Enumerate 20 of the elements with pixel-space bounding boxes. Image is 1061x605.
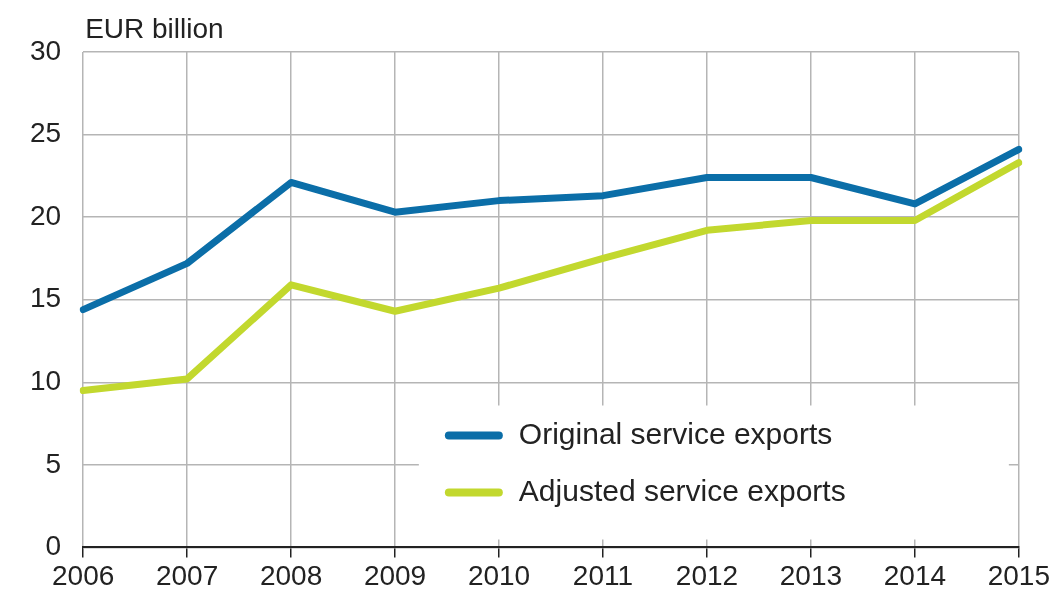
x-tick-label: 2007: [155, 559, 219, 591]
x-tick-label: 2010: [467, 559, 531, 591]
x-tick-label: 2012: [675, 559, 739, 591]
x-tick-label: 2015: [987, 559, 1050, 591]
y-tick-label: 30: [29, 34, 62, 66]
x-tick-label: 2013: [779, 559, 843, 591]
y-tick-label: 15: [29, 282, 62, 314]
legend-label: Adjusted service exports: [518, 473, 846, 507]
x-tick-label: 2011: [572, 559, 634, 591]
x-tick-label: 2008: [259, 559, 323, 591]
x-tick-label: 2009: [363, 559, 427, 591]
y-tick-label: 0: [45, 530, 62, 562]
legend-label: Original service exports: [518, 416, 833, 450]
y-tick-label: 25: [29, 117, 62, 149]
y-tick-label: 10: [29, 364, 62, 396]
x-tick-label: 2014: [883, 559, 947, 591]
y-tick-label: 5: [45, 447, 62, 479]
y-axis-title: EUR billion: [85, 12, 224, 44]
y-tick-label: 20: [29, 199, 62, 231]
x-tick-label: 2006: [52, 559, 115, 591]
